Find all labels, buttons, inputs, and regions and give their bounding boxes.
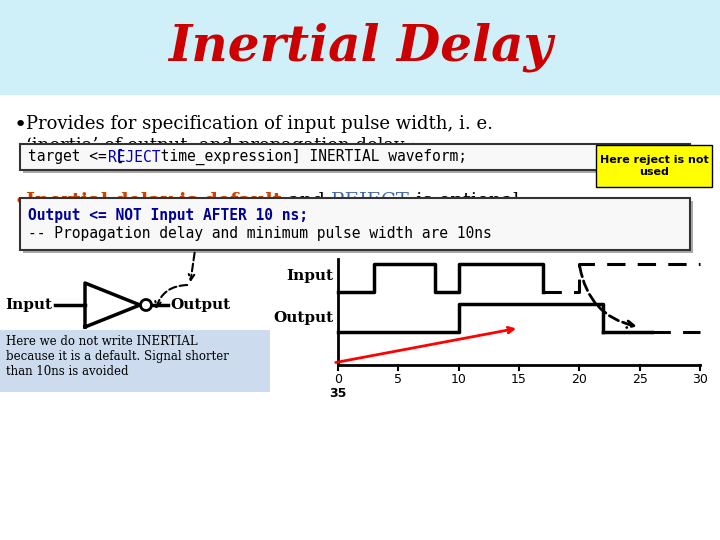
Text: Here reject is not
used: Here reject is not used bbox=[600, 155, 708, 177]
Text: 20: 20 bbox=[572, 373, 588, 386]
FancyBboxPatch shape bbox=[0, 0, 720, 95]
Text: 10: 10 bbox=[451, 373, 467, 386]
Text: Output <= NOT Input AFTER 10 ns;: Output <= NOT Input AFTER 10 ns; bbox=[28, 208, 308, 223]
Text: 15: 15 bbox=[511, 373, 527, 386]
FancyBboxPatch shape bbox=[23, 201, 693, 253]
Text: REJECT: REJECT bbox=[331, 192, 410, 210]
Text: target <= [: target <= [ bbox=[28, 150, 125, 165]
Text: time_expression] INERTIAL waveform;: time_expression] INERTIAL waveform; bbox=[152, 149, 467, 165]
Text: Output: Output bbox=[273, 311, 333, 325]
Text: Input: Input bbox=[286, 269, 333, 283]
Text: Provides for specification of input pulse width, i. e.: Provides for specification of input puls… bbox=[26, 115, 493, 133]
Text: 0: 0 bbox=[334, 373, 342, 386]
Text: •: • bbox=[14, 115, 27, 135]
Text: is optional :: is optional : bbox=[410, 192, 532, 210]
Text: Here we do not write INERTIAL
because it is a default. Signal shorter
than 10ns : Here we do not write INERTIAL because it… bbox=[6, 335, 229, 378]
FancyBboxPatch shape bbox=[23, 147, 693, 173]
Text: Inertial Delay: Inertial Delay bbox=[168, 23, 552, 72]
Text: 35: 35 bbox=[329, 387, 347, 400]
Text: and: and bbox=[282, 192, 331, 210]
Text: 5: 5 bbox=[395, 373, 402, 386]
FancyArrowPatch shape bbox=[580, 267, 634, 328]
FancyBboxPatch shape bbox=[20, 198, 690, 250]
Text: Inertial delay is default: Inertial delay is default bbox=[26, 192, 282, 210]
Text: ‘inertia’ of output, and propagation delay :: ‘inertia’ of output, and propagation del… bbox=[26, 137, 416, 155]
Text: -- Propagation delay and minimum pulse width are 10ns: -- Propagation delay and minimum pulse w… bbox=[28, 226, 492, 241]
FancyBboxPatch shape bbox=[20, 144, 690, 170]
FancyBboxPatch shape bbox=[596, 145, 712, 187]
Text: REJECT: REJECT bbox=[108, 150, 161, 165]
Text: •: • bbox=[14, 192, 27, 212]
FancyBboxPatch shape bbox=[0, 330, 270, 392]
Text: 25: 25 bbox=[631, 373, 647, 386]
Text: 30: 30 bbox=[692, 373, 708, 386]
Text: Output: Output bbox=[170, 298, 230, 312]
Text: Input: Input bbox=[5, 298, 52, 312]
